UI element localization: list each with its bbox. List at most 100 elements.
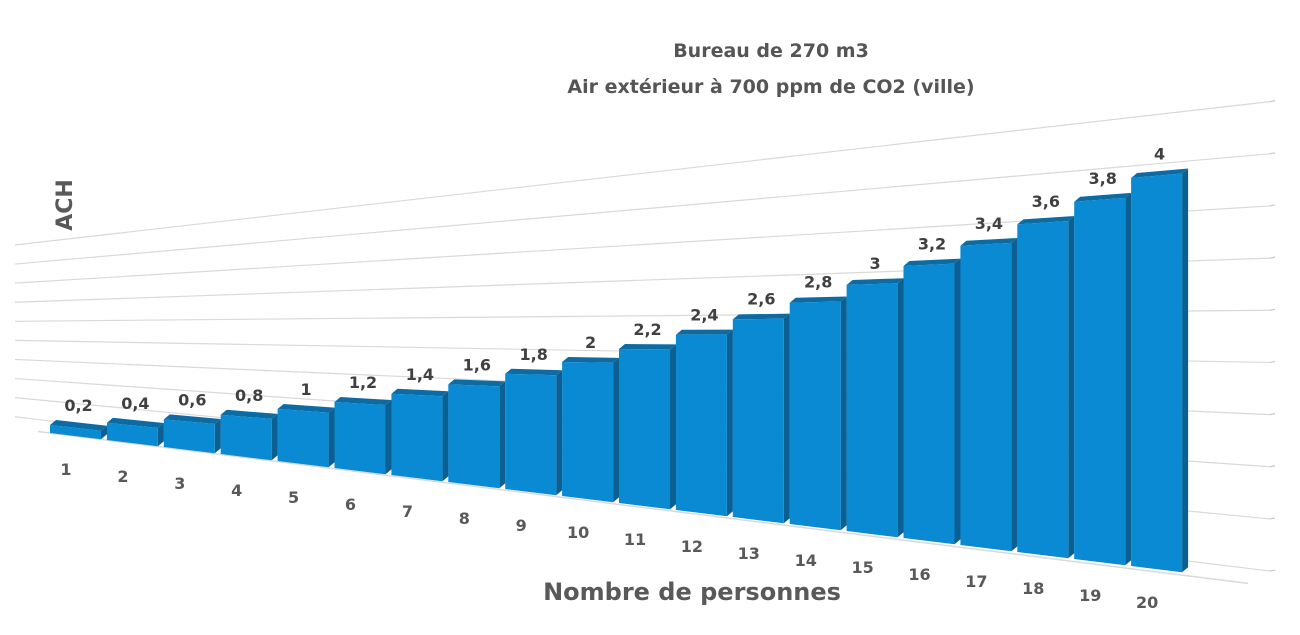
x-tick-label: 5 [288, 488, 299, 507]
bar-5 [277, 404, 335, 468]
bar-front [106, 422, 158, 447]
bar-side [726, 329, 733, 517]
bar-side [214, 419, 221, 454]
x-tick-label: 9 [516, 516, 527, 535]
data-label: 2,8 [804, 273, 832, 292]
x-tick-label: 19 [1079, 586, 1101, 605]
bar-front [675, 334, 727, 517]
bar-side [1182, 168, 1189, 573]
bar-18 [1017, 215, 1075, 559]
gridline-tick [1269, 569, 1276, 572]
bar-top [903, 258, 961, 266]
data-label: 2,4 [690, 306, 718, 325]
data-label: 2 [585, 333, 596, 352]
bar-13 [732, 313, 790, 524]
bar-front [50, 425, 101, 440]
data-label: 3,2 [918, 235, 946, 254]
bar-side [1011, 237, 1018, 552]
data-label: 1 [301, 380, 312, 399]
bar-top [619, 344, 676, 350]
x-tick-label: 4 [231, 481, 242, 500]
bar-front [562, 362, 614, 503]
gridline-tick [1269, 256, 1276, 259]
data-label: 1,2 [349, 373, 377, 392]
gridline-tick [1269, 517, 1276, 520]
bar-8 [448, 379, 506, 489]
bars [50, 168, 1189, 573]
bar-top [391, 388, 449, 397]
bar-side [328, 407, 335, 468]
bar-front [1131, 173, 1183, 573]
bar-side [499, 381, 506, 489]
bar-top [334, 397, 392, 406]
x-tick-label: 14 [795, 551, 817, 570]
x-tick-label: 10 [567, 523, 589, 542]
bar-front [789, 301, 841, 531]
x-tick-label: 15 [851, 558, 873, 577]
x-tick-label: 7 [402, 502, 413, 521]
gridline-tick [1269, 204, 1276, 207]
bar-top [106, 417, 164, 428]
bar-17 [960, 237, 1018, 552]
data-label: 1,8 [520, 345, 548, 364]
data-label: 3,8 [1089, 169, 1117, 188]
bar-side [670, 344, 676, 510]
gridline-tick [1269, 308, 1276, 311]
bar-side [271, 413, 278, 461]
data-label: 2,2 [633, 320, 661, 339]
x-tick-label: 1 [60, 460, 71, 479]
bar-front [903, 263, 955, 545]
gridline-tick [1269, 100, 1276, 103]
bar-top [960, 237, 1018, 246]
bar-top [448, 379, 506, 387]
bar-side [556, 370, 563, 496]
bar-top [220, 409, 278, 419]
x-tick-label: 12 [681, 537, 703, 556]
bar-19 [1074, 192, 1132, 566]
bar-side [1125, 192, 1132, 566]
chart-title-line-1: Bureau de 270 m3 [673, 40, 869, 62]
bar-front [960, 242, 1012, 552]
bar-top [277, 404, 335, 413]
bar-side [840, 296, 847, 531]
bar-top [1074, 192, 1132, 202]
gridline-tick [1269, 465, 1276, 468]
data-label: 0,6 [178, 390, 206, 409]
x-tick-label: 18 [1022, 579, 1044, 598]
gridline [14, 101, 1271, 246]
bar-top [163, 414, 221, 425]
y-axis-label: ACH [53, 179, 78, 231]
bar-15 [846, 278, 904, 538]
bar-4 [220, 409, 278, 461]
bar-14 [789, 296, 847, 531]
bar-front [1017, 220, 1069, 559]
bar-front [277, 409, 329, 468]
bar-side [783, 313, 790, 524]
data-label: 3 [870, 254, 881, 273]
bar-11 [619, 344, 676, 510]
bar-side [157, 422, 164, 447]
bar-top [562, 357, 620, 363]
x-tick-label: 16 [908, 565, 930, 584]
bar-top [846, 278, 904, 285]
x-tick-label: 8 [459, 509, 470, 528]
x-tick-label: 2 [117, 467, 128, 486]
bar-3 [163, 414, 221, 454]
bar-side [954, 258, 961, 545]
bar-front [163, 419, 215, 454]
bar-top [675, 329, 733, 335]
x-tick-label: 20 [1136, 593, 1158, 612]
x-tick-label: 13 [738, 544, 760, 563]
gridline-tick [1269, 152, 1276, 155]
bar-front [334, 402, 386, 475]
bar-top [1131, 168, 1189, 178]
bar-top [505, 368, 563, 376]
bar-side [613, 357, 620, 503]
bar-side [897, 278, 904, 538]
x-tick-labels: 1 2 3 4 5 6 7 8 9 10 11 12 13 14 15 16 17 18 19 20 [60, 460, 1158, 612]
bar-7 [391, 388, 449, 482]
bar-6 [334, 397, 392, 475]
bar-top [1017, 215, 1075, 225]
data-label: 0,2 [64, 396, 92, 415]
